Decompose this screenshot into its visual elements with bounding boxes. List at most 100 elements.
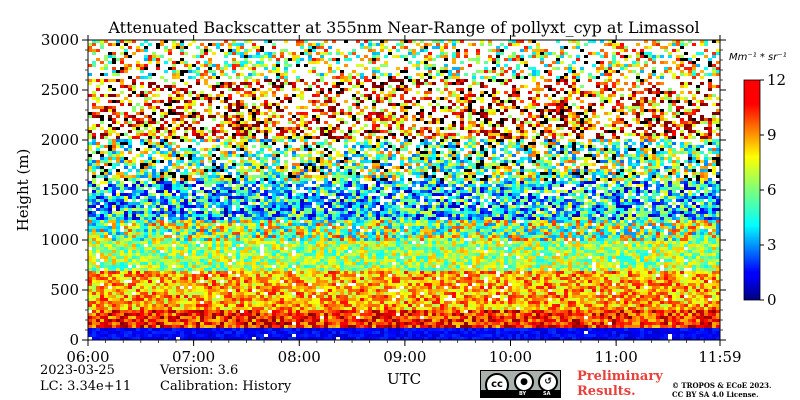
- heat-cell: [560, 97, 564, 100]
- heat-cell: [224, 181, 228, 184]
- heat-cell: [264, 154, 268, 157]
- heat-cell: [644, 136, 648, 139]
- heat-cell: [360, 166, 364, 169]
- heat-cell: [404, 67, 408, 70]
- heat-cell: [684, 184, 688, 187]
- heat-cell: [264, 160, 268, 163]
- heat-cell: [564, 97, 568, 100]
- heat-cell: [712, 94, 716, 97]
- heat-cell: [216, 175, 220, 178]
- heat-cell: [380, 91, 384, 94]
- heat-cell: [116, 79, 120, 82]
- heat-cell: [400, 40, 404, 43]
- heat-cell: [192, 112, 196, 115]
- heat-cell: [128, 139, 132, 142]
- heat-cell: [380, 157, 384, 160]
- heat-cell: [708, 73, 712, 76]
- heat-cell: [88, 145, 92, 148]
- heat-cell: [348, 76, 352, 79]
- heat-cell: [520, 181, 524, 184]
- heat-cell: [392, 88, 396, 91]
- heat-cell: [364, 187, 368, 190]
- heat-cell: [556, 58, 560, 61]
- heat-cell: [120, 61, 124, 64]
- heat-cell: [356, 112, 360, 115]
- heat-cell: [596, 133, 600, 136]
- heat-cell: [132, 88, 136, 91]
- heat-cell: [156, 175, 160, 178]
- heat-cell: [104, 157, 108, 160]
- heat-cell: [112, 193, 116, 196]
- heat-cell: [400, 82, 404, 85]
- heat-cell: [668, 130, 672, 133]
- heat-cell: [444, 145, 448, 148]
- heat-cell: [676, 157, 680, 160]
- heat-cell: [356, 97, 360, 100]
- heat-cell: [144, 193, 148, 196]
- heat-cell: [320, 130, 324, 133]
- heat-cell: [688, 142, 692, 145]
- heat-cell: [440, 136, 444, 139]
- heat-cell: [404, 136, 408, 139]
- heat-cell: [232, 88, 236, 91]
- heat-cell: [196, 190, 200, 193]
- heat-cell: [264, 196, 268, 199]
- heat-cell: [620, 109, 624, 112]
- heat-cell: [544, 166, 548, 169]
- heat-cell: [488, 166, 492, 169]
- heat-cell: [564, 145, 568, 148]
- heat-cell: [652, 109, 656, 112]
- heat-cell: [256, 73, 260, 76]
- heat-cell: [284, 97, 288, 100]
- heat-cell: [440, 163, 444, 166]
- heat-cell: [376, 181, 380, 184]
- heat-cell: [320, 91, 324, 94]
- heat-cell: [428, 73, 432, 76]
- heat-cell: [392, 154, 396, 157]
- heat-cell: [708, 85, 712, 88]
- heat-cell: [456, 145, 460, 148]
- heat-cell: [516, 127, 520, 130]
- heat-cell: [292, 148, 296, 151]
- heat-cell: [364, 118, 368, 121]
- heat-cell: [368, 61, 372, 64]
- heat-cell: [568, 115, 572, 118]
- heat-cell: [92, 175, 96, 178]
- heat-cell: [404, 103, 408, 106]
- heat-cell: [708, 169, 712, 172]
- heat-cell: [448, 70, 452, 73]
- heat-cell: [120, 184, 124, 187]
- heat-cell: [328, 67, 332, 70]
- heat-cell: [168, 94, 172, 97]
- heat-cell: [104, 106, 108, 109]
- heat-cell: [172, 70, 176, 73]
- heat-cell: [568, 169, 572, 172]
- heat-cell: [148, 154, 152, 157]
- heat-cell: [368, 97, 372, 100]
- heat-cell: [432, 139, 436, 142]
- heat-cell: [492, 172, 496, 175]
- heat-cell: [292, 121, 296, 124]
- heat-cell: [436, 154, 440, 157]
- heat-cell: [660, 55, 664, 58]
- heat-cell: [312, 103, 316, 106]
- heat-cell: [516, 94, 520, 97]
- heat-cell: [152, 142, 156, 145]
- heat-cell: [468, 181, 472, 184]
- heat-cell: [212, 187, 216, 190]
- heat-cell: [252, 103, 256, 106]
- heat-cell: [88, 127, 92, 130]
- heat-cell: [248, 151, 252, 154]
- heat-cell: [124, 172, 128, 175]
- heat-cell: [312, 187, 316, 190]
- heat-cell: [424, 61, 428, 64]
- heat-cell: [304, 172, 308, 175]
- heat-cell: [408, 88, 412, 91]
- heat-cell: [220, 115, 224, 118]
- heat-cell: [212, 175, 216, 178]
- heat-cell: [652, 43, 656, 46]
- heat-cell: [92, 181, 96, 184]
- heat-cell: [628, 169, 632, 172]
- heat-cell: [240, 187, 244, 190]
- heat-cell: [716, 67, 720, 70]
